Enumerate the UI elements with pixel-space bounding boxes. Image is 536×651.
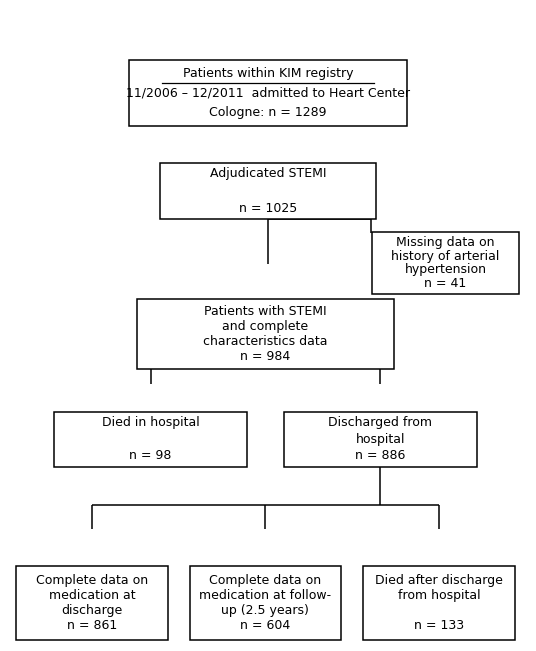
- Text: Complete data on: Complete data on: [210, 574, 322, 587]
- Text: Died in hospital: Died in hospital: [102, 417, 199, 430]
- Text: Cologne: n = 1289: Cologne: n = 1289: [209, 105, 327, 118]
- Text: history of arterial: history of arterial: [391, 249, 500, 262]
- Text: and complete: and complete: [222, 320, 309, 333]
- Text: n = 984: n = 984: [240, 350, 291, 363]
- Text: 11/2006 – 12/2011  admitted to Heart Center: 11/2006 – 12/2011 admitted to Heart Cent…: [126, 86, 410, 99]
- Text: medication at follow-: medication at follow-: [199, 589, 331, 602]
- Text: n = 1025: n = 1025: [239, 202, 297, 215]
- Text: n = 604: n = 604: [240, 619, 291, 632]
- Text: n = 133: n = 133: [414, 619, 464, 632]
- FancyBboxPatch shape: [54, 411, 247, 467]
- Text: Patients with STEMI: Patients with STEMI: [204, 305, 327, 318]
- Text: Adjudicated STEMI: Adjudicated STEMI: [210, 167, 326, 180]
- Text: medication at: medication at: [49, 589, 135, 602]
- Text: discharge: discharge: [62, 604, 123, 617]
- Text: Missing data on: Missing data on: [396, 236, 495, 249]
- Text: hospital: hospital: [355, 433, 405, 446]
- Text: n = 98: n = 98: [130, 449, 172, 462]
- Text: Died after discharge: Died after discharge: [375, 574, 503, 587]
- Text: from hospital: from hospital: [398, 589, 481, 602]
- Text: Complete data on: Complete data on: [36, 574, 148, 587]
- Text: Discharged from: Discharged from: [328, 417, 432, 430]
- FancyBboxPatch shape: [372, 232, 519, 294]
- FancyBboxPatch shape: [16, 566, 168, 640]
- Text: n = 861: n = 861: [67, 619, 117, 632]
- Text: n = 886: n = 886: [355, 449, 405, 462]
- FancyBboxPatch shape: [284, 411, 477, 467]
- Text: up (2.5 years): up (2.5 years): [221, 604, 309, 617]
- FancyBboxPatch shape: [137, 299, 394, 368]
- FancyBboxPatch shape: [129, 60, 407, 126]
- Text: characteristics data: characteristics data: [203, 335, 327, 348]
- FancyBboxPatch shape: [363, 566, 515, 640]
- FancyBboxPatch shape: [160, 163, 376, 219]
- Text: n = 41: n = 41: [425, 277, 467, 290]
- FancyBboxPatch shape: [190, 566, 341, 640]
- Text: hypertension: hypertension: [405, 264, 487, 277]
- Text: Patients within KIM registry: Patients within KIM registry: [183, 67, 353, 80]
